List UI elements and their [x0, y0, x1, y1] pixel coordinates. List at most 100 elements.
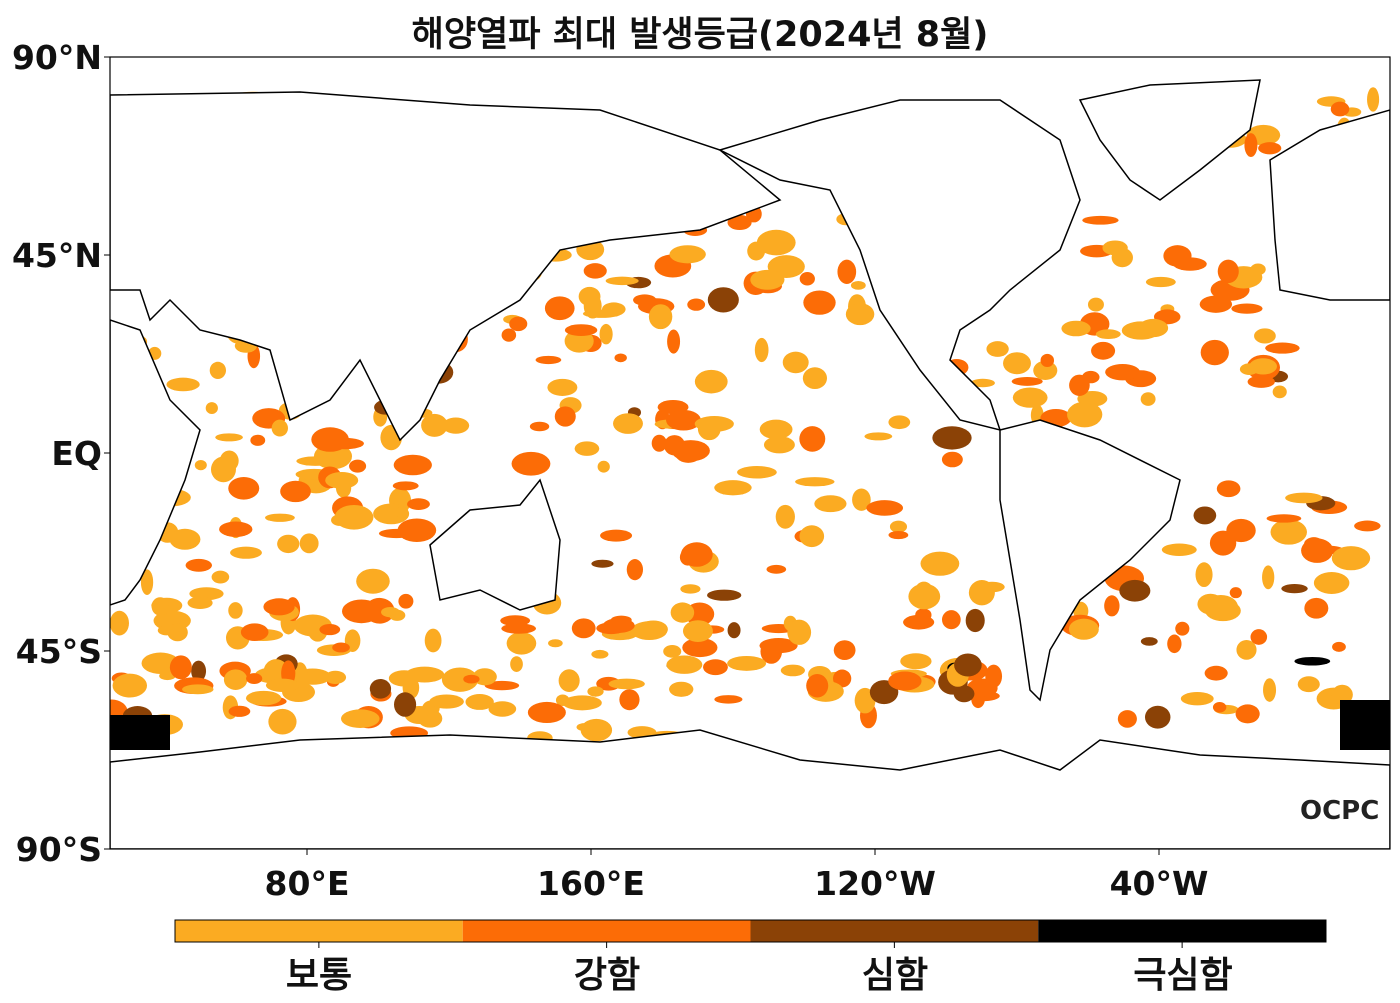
heatwave-patch [299, 533, 319, 554]
heatwave-patch [501, 328, 517, 342]
heatwave-patch [888, 671, 922, 691]
heatwave-patch [920, 551, 960, 576]
heatwave-patch [968, 580, 995, 606]
heatwave-patch [185, 558, 212, 572]
heatwave-patch [187, 596, 213, 610]
heatwave-patch [687, 298, 706, 311]
heatwave-patch [1104, 595, 1120, 617]
heatwave-patch [619, 689, 640, 711]
heatwave-patch [407, 498, 430, 510]
lat-label-90n: 90°N [11, 38, 102, 77]
heatwave-patch [319, 623, 341, 636]
heatwave-patch [535, 355, 562, 365]
heatwave-patch [1285, 492, 1323, 504]
heatwave-patch [1247, 375, 1275, 388]
heatwave-patch [941, 451, 963, 468]
colorbar-label-severe: 심함 [861, 955, 929, 996]
heatwave-patch [727, 622, 741, 639]
heatwave-patch [151, 597, 169, 616]
heatwave-patch [205, 402, 218, 415]
heatwave-patch [795, 477, 835, 487]
heatwave-patch [763, 436, 795, 454]
heatwave-patch [1250, 263, 1266, 276]
ocpc-logo: OCPC [1300, 796, 1380, 826]
heatwave-patch [799, 272, 815, 286]
heatwave-patch [932, 426, 972, 450]
heatwave-patch [1281, 584, 1308, 594]
heatwave-patch [680, 542, 713, 567]
heatwave-patch [1061, 320, 1091, 337]
heatwave-patch [332, 642, 350, 653]
heatwave-patch [626, 559, 644, 581]
heatwave-patch [441, 667, 479, 692]
axis-ticks [104, 56, 1160, 855]
heatwave-patch [564, 324, 598, 336]
heatwave-patch [888, 530, 909, 540]
heatwave-patch [442, 417, 470, 434]
heatwave-patch [393, 692, 417, 717]
heatwave-patch [837, 259, 857, 284]
heatwave-patch [1258, 142, 1282, 155]
heatwave-patch [737, 465, 777, 479]
lon-label-160e: 160°E [537, 864, 645, 903]
colorbar-frame [174, 919, 1327, 943]
heatwave-patch [228, 476, 260, 500]
heatwave-patch [602, 618, 635, 633]
heatwave-patch [1332, 641, 1346, 652]
heatwave-patch [803, 290, 836, 315]
heatwave-patch [714, 695, 743, 704]
lon-label-80e: 80°E [264, 864, 350, 903]
heatwave-patch [583, 293, 602, 319]
heatwave-patch [511, 451, 551, 476]
heatwave-patch [246, 673, 263, 685]
heatwave-patch [714, 480, 752, 496]
landmass-africa [110, 319, 201, 606]
heatwave-patch [727, 214, 752, 231]
heatwave-patch [1301, 538, 1334, 563]
colorbar-segment [1038, 920, 1326, 942]
heatwave-patch [1193, 506, 1217, 525]
heatwave-patch [1367, 87, 1380, 112]
heatwave-patch [1250, 629, 1268, 645]
heatwave-patch [866, 500, 904, 516]
heatwave-patch [1330, 101, 1350, 117]
heatwave-patch [1180, 692, 1214, 706]
heatwave-patch [1244, 133, 1258, 157]
heatwave-patch [547, 378, 578, 396]
heatwave-patch [325, 471, 359, 489]
heatwave-patch [1229, 587, 1242, 599]
heatwave-patch [1067, 401, 1103, 428]
landmass-eurasia [110, 91, 782, 442]
heatwave-patch [1212, 702, 1227, 713]
heatwave-patch [599, 323, 613, 345]
heatwave-patch [1340, 700, 1390, 750]
heatwave-patch [576, 722, 595, 732]
heatwave-patch [669, 245, 706, 264]
heatwave-patch [1263, 678, 1277, 702]
heatwave-patch [1105, 363, 1141, 381]
heatwave-patch [388, 670, 420, 687]
heatwave-patch [727, 655, 767, 671]
heatwave-patch [558, 669, 580, 692]
heatwave-patch [782, 351, 809, 374]
heatwave-patch [666, 409, 701, 431]
heatwave-patch [488, 701, 517, 717]
heatwave-patch [1175, 621, 1190, 636]
heatwave-patch [1068, 618, 1099, 640]
colorbar-label-strong: 강함 [573, 955, 641, 996]
heatwave-patch [1294, 656, 1331, 666]
lat-label-90s: 90°S [15, 830, 102, 869]
heatwave-patch [833, 640, 856, 661]
heatwave-patch [215, 433, 243, 442]
heatwave-patch [506, 631, 537, 655]
heatwave-patch [1200, 339, 1229, 366]
heatwave-patch [648, 304, 673, 330]
heatwave-patch [1254, 328, 1276, 344]
heatwave-patch [228, 602, 243, 619]
heatwave-patch [852, 488, 871, 511]
heatwave-patch [1040, 353, 1055, 368]
heatwave-patch [675, 444, 702, 463]
heatwave-patch [265, 513, 295, 522]
landmass-greenland [1078, 79, 1261, 201]
